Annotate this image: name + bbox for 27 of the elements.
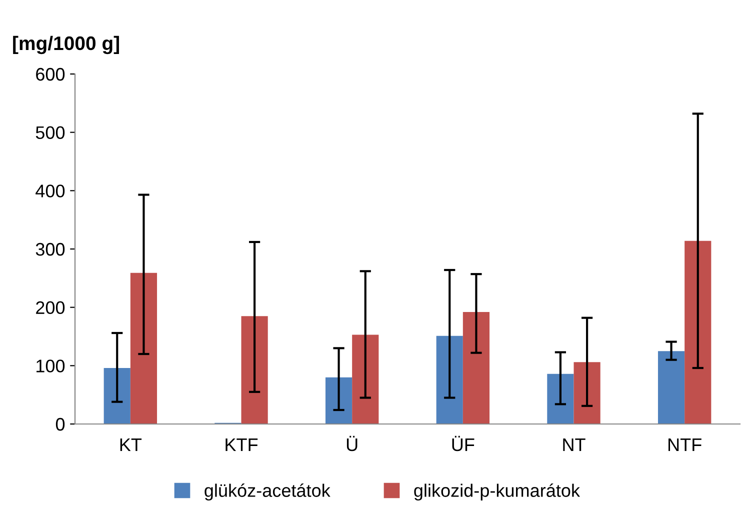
y-tick-label: 600 [36,68,65,81]
legend-label: glikozid-p-kumarátok [414,483,580,501]
x-tick-label: NT [563,438,586,451]
bar [241,316,268,424]
y-tick-label: 500 [36,126,65,140]
y-tick-label: 0 [56,418,65,431]
bar [436,336,463,424]
legend-label: glükóz-acetátok [204,483,330,501]
y-axis-title: [mg/1000 g] [13,36,119,54]
x-tick-label: KT [120,438,142,451]
y-tick-label: 300 [36,242,65,256]
x-tick-label: NTF [668,438,702,451]
y-tick-label: 200 [36,301,65,314]
bar [658,351,685,424]
bar [325,377,352,424]
bar [547,374,574,424]
y-tick-label: 400 [36,184,65,198]
bar [104,368,130,424]
x-tick-label: ÜF [452,436,474,452]
bar [462,312,490,424]
x-tick-label: Ü [346,436,358,452]
bar [352,334,379,424]
bar [130,272,158,424]
y-tick-label: 100 [36,360,65,372]
bar [574,362,600,424]
bar [684,240,712,424]
x-tick-label: KTF [226,438,258,451]
